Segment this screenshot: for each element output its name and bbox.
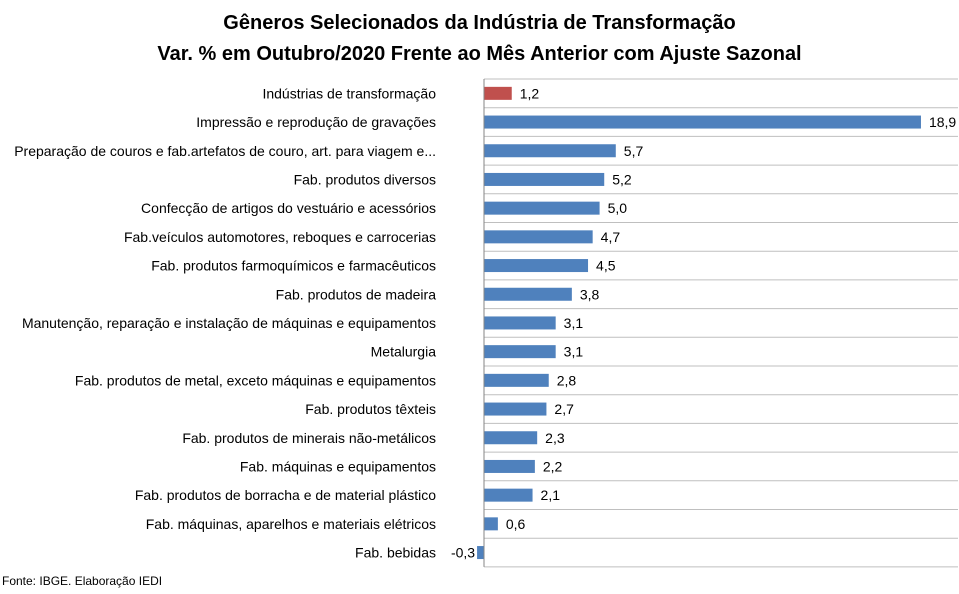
bars <box>477 86 921 560</box>
value-label: 2,8 <box>557 372 577 388</box>
bar <box>484 488 533 502</box>
category-labels: Indústrias de transformação Impressão e r… <box>14 85 436 560</box>
bar <box>484 517 498 531</box>
category-label: Fab. produtos de madeira <box>276 286 437 302</box>
value-label: 5,0 <box>608 200 628 216</box>
bar <box>484 402 547 416</box>
bar <box>484 144 616 158</box>
bar <box>484 115 921 129</box>
bar <box>484 86 512 100</box>
category-label: Indústrias de transformação <box>262 85 436 101</box>
value-label: -0,3 <box>451 545 475 561</box>
value-label: 1,2 <box>520 85 540 101</box>
bar <box>484 316 556 330</box>
category-label: Fab. máquinas e equipamentos <box>240 458 436 474</box>
value-label: 5,7 <box>624 143 644 159</box>
category-label: Manutenção, reparação e instalação de má… <box>22 315 436 331</box>
category-label: Fab. bebidas <box>355 545 436 561</box>
category-label: Preparação de couros e fab.artefatos de … <box>14 143 436 159</box>
bar <box>484 201 600 215</box>
value-label: 3,8 <box>580 286 600 302</box>
category-label: Fab. produtos de minerais não-metálicos <box>182 430 436 446</box>
bar <box>484 373 549 387</box>
chart-title: Gêneros Selecionados da Indústria de Tra… <box>223 12 736 34</box>
source-note: Fonte: IBGE. Elaboração IEDI <box>2 574 163 588</box>
value-label: 2,7 <box>554 401 574 417</box>
value-label: 5,2 <box>612 171 632 187</box>
chart-subtitle: Var. % em Outubro/2020 Frente ao Mês Ant… <box>157 43 802 65</box>
value-label: 18,9 <box>929 114 956 130</box>
category-label: Impressão e reprodução de gravações <box>196 114 436 130</box>
category-label: Fab.veículos automotores, reboques e car… <box>124 229 436 245</box>
category-label: Metalurgia <box>371 344 437 360</box>
category-label: Fab. produtos de borracha e de material … <box>135 487 436 503</box>
value-label: 2,3 <box>545 430 565 446</box>
value-labels: 1,2 18,9 5,7 5,2 5,0 4,7 4,5 3,8 3,1 3,1 2,8 2,7 2,3… <box>451 85 956 560</box>
bar <box>484 259 589 273</box>
bar <box>484 230 593 244</box>
gridlines <box>484 78 958 568</box>
bar <box>484 345 556 359</box>
category-label: Fab. produtos diversos <box>294 171 436 187</box>
value-label: 2,1 <box>541 487 561 503</box>
bar <box>477 546 484 560</box>
category-label: Fab. produtos têxteis <box>305 401 436 417</box>
category-label: Confecção de artigos do vestuário e aces… <box>141 200 436 216</box>
category-label: Fab. máquinas, aparelhos e materiais elé… <box>146 516 436 532</box>
bar <box>484 431 538 445</box>
bar <box>484 287 572 301</box>
value-label: 3,1 <box>564 315 584 331</box>
value-label: 3,1 <box>564 344 584 360</box>
category-label: Fab. produtos de metal, exceto máquinas … <box>75 372 436 388</box>
value-label: 2,2 <box>543 458 563 474</box>
value-label: 4,7 <box>601 229 621 245</box>
bar <box>484 172 605 186</box>
value-label: 4,5 <box>596 258 616 274</box>
bar <box>484 459 535 473</box>
category-label: Fab. produtos farmoquímicos e farmacêuti… <box>151 258 436 274</box>
value-label: 0,6 <box>506 516 526 532</box>
